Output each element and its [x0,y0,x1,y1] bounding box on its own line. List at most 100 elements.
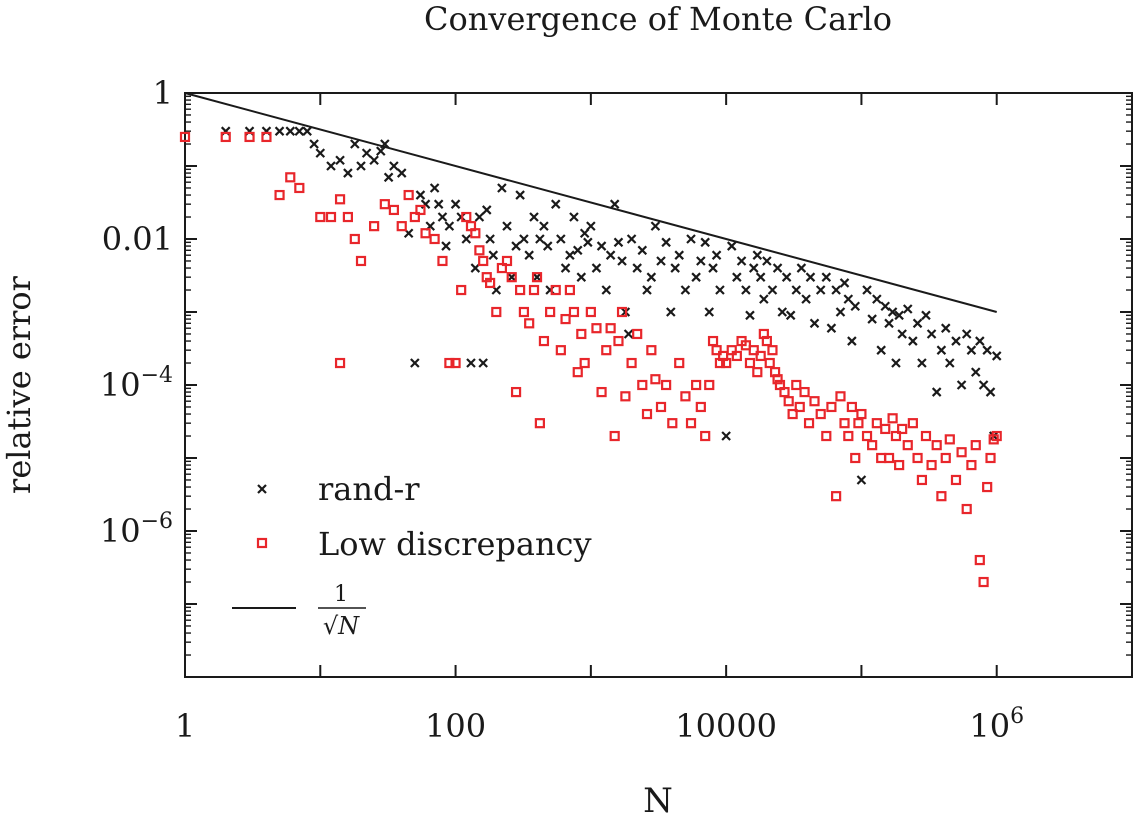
low-discrepancy-point [478,255,489,267]
rand-r-point [309,139,319,149]
low-discrepancy-point [794,401,805,413]
low-discrepancy-point [510,386,522,398]
rand-r-point [856,475,867,485]
low-discrepancy-point [755,350,766,362]
rand-r-point [908,336,918,346]
low-discrepancy-point [325,211,337,223]
low-discrepancy-point [779,386,790,398]
low-discrepancy-point [461,211,472,223]
rand-r-point [945,358,955,368]
rand-r-point [502,221,512,231]
legend-item-rand-r: rand-r [257,470,420,508]
low-discrepancy-point [731,350,742,362]
low-discrepancy-point [936,491,947,502]
low-discrepancy-point [940,452,951,464]
low-discrepancy-point [871,418,882,429]
rand-r-point [917,358,927,368]
rand-r-point [711,250,722,260]
low-discrepancy-point [474,245,485,256]
rand-r-point [721,431,731,441]
low-discrepancy-point [944,434,955,445]
low-discrepancy-point [853,418,864,429]
rand-r-point [835,307,846,317]
rand-r-point [656,256,666,266]
low-discrepancy-point [349,233,360,245]
low-discrepancy-point [809,396,820,407]
rand-r-point [991,351,1002,361]
low-discrepancy-point [985,452,996,464]
low-discrepancy-point [726,345,737,356]
low-discrepancy-point [982,481,993,493]
chart-title: Convergence of Monte Carlo [424,0,892,38]
low-discrepancy-point [843,430,854,442]
low-discrepancy-point [596,386,607,398]
low-discrepancy-point [961,503,972,515]
rand-r-point [708,263,718,273]
rand-r-point [796,263,807,273]
low-discrepancy-point [674,357,685,369]
reference-line-series [184,92,997,313]
low-discrepancy-point [655,401,667,413]
rand-r-point [609,199,620,209]
low-discrepancy-point [342,211,354,223]
rand-r-point [831,285,841,295]
low-discrepancy-point [285,172,296,183]
rand-r-point [583,237,593,248]
low-discrepancy-point [591,323,602,334]
rand-r-point [956,380,967,390]
rand-r-point [617,256,627,266]
rand-r-point [481,205,492,215]
low-discrepancy-point [956,447,967,458]
rand-r-point [876,345,886,355]
low-discrepancy-point [409,211,420,223]
low-discrepancy-point [902,440,913,451]
low-discrepancy-point [748,345,759,356]
rand-r-point [623,329,634,339]
low-discrepancy-point [721,357,732,369]
rand-r-point [936,345,947,355]
low-discrepancy-point [294,182,305,194]
y-axis-tick-labels: 1 0.01 10−4 10−6 [100,74,173,550]
low-discrepancy-point [531,272,543,283]
rand-r-point [613,237,624,248]
low-discrepancy-point [632,328,643,340]
rand-r-point [674,250,685,260]
y-tick-label: 10−6 [100,509,173,550]
rand-r-point [880,301,891,311]
rand-r-point [642,285,652,295]
rand-r-point [506,272,517,282]
rand-r-point [524,250,534,260]
x-tick-label: 10000 [675,707,777,745]
rand-r-point [474,212,485,222]
low-discrepancy-point [179,131,191,143]
rand-r-point [884,318,894,329]
rand-r-point [940,323,951,333]
low-discrepancy-point [839,418,850,429]
inverse-sqrt-line [184,92,997,313]
low-discrepancy-point [704,379,715,391]
rand-r-point [569,212,579,222]
rand-r-point [356,161,366,171]
rand-r-point [815,285,826,295]
rand-r-point [821,272,832,282]
rand-r-point [560,263,571,273]
rand-r-point [894,310,904,321]
rand-r-point [466,358,476,368]
low-discrepancy-point [560,313,571,325]
rand-r-point [736,256,747,266]
rand-r-point [605,250,616,260]
low-discrepancy-point [538,335,550,347]
low-discrepancy-point [680,391,691,402]
rand-r-point [772,263,783,273]
low-discrepancy-point [783,396,794,407]
low-discrepancy-series [179,131,1002,588]
low-discrepancy-point [220,131,231,143]
rand-r-point [389,161,399,171]
rand-r-point [470,263,481,273]
rand-r-point [601,285,612,295]
legend-label-rand-r: rand-r [318,470,420,508]
low-discrepancy-point [711,345,722,356]
rand-r-point [444,221,455,231]
rand-r-point [805,272,816,282]
